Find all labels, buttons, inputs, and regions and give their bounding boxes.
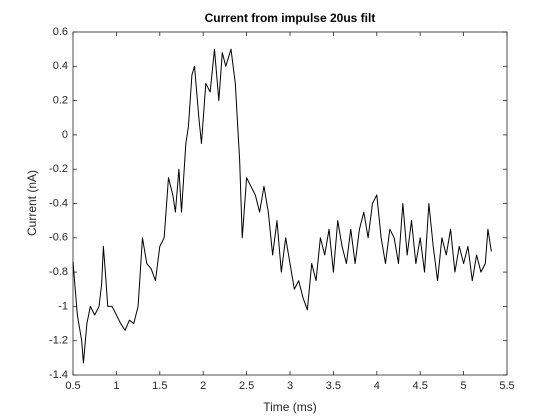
x-tick-label: 5.5: [499, 380, 514, 392]
x-axis-label: Time (ms): [263, 400, 317, 414]
x-tick-label: 5: [461, 380, 467, 392]
y-tick-label: -1: [58, 300, 68, 312]
y-tick-label: -0.6: [49, 232, 68, 244]
y-tick-label: -0.8: [49, 266, 68, 278]
data-line: [72, 48, 492, 364]
y-tick-label: -0.2: [49, 163, 68, 175]
x-tick-label: 3.5: [326, 380, 341, 392]
x-tick-label: 1: [113, 380, 119, 392]
y-tick-label: 0: [62, 129, 68, 141]
y-tick-label: 0.6: [53, 26, 68, 38]
x-tick-label: 4: [374, 380, 380, 392]
x-tick-label: 2: [200, 380, 206, 392]
x-tick-label: 2.5: [239, 380, 254, 392]
y-tick-label: -1.4: [49, 369, 68, 381]
y-tick-label: 0.2: [53, 95, 68, 107]
y-axis-label: Current (nA): [25, 170, 39, 236]
x-tick-label: 3: [287, 380, 293, 392]
x-tick-label: 4.5: [413, 380, 428, 392]
x-tick-label: 1.5: [152, 380, 167, 392]
axes-box: [72, 31, 508, 376]
y-tick-label: -1.2: [49, 335, 68, 347]
chart-title: Current from impulse 20us filt: [205, 11, 376, 25]
x-tick-label: 0.5: [65, 380, 80, 392]
y-tick-label: 0.4: [53, 60, 68, 72]
y-tick-label: -0.4: [49, 197, 68, 209]
